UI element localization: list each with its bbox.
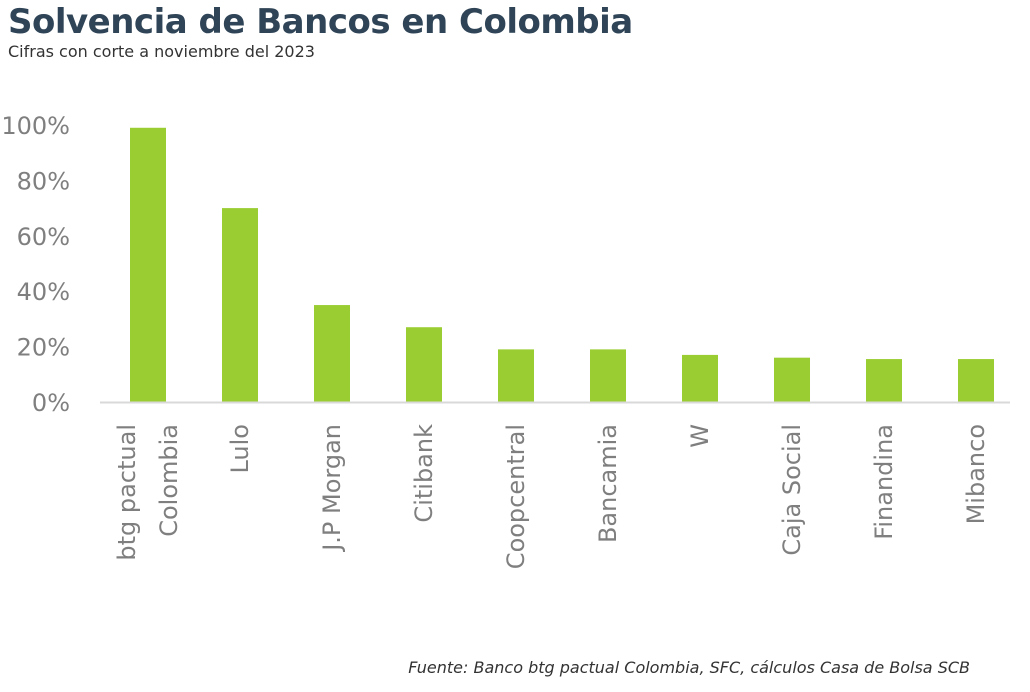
- y-tick-label: 20%: [17, 334, 70, 362]
- y-tick-label: 40%: [17, 278, 70, 306]
- y-tick-label: 0%: [32, 389, 70, 417]
- bar: [866, 359, 902, 402]
- bar: [314, 305, 350, 402]
- y-tick-label: 80%: [17, 167, 70, 195]
- y-tick-label: 100%: [1, 112, 70, 140]
- bar: [958, 359, 994, 402]
- source-note: Fuente: Banco btg pactual Colombia, SFC,…: [408, 658, 970, 677]
- bar: [498, 349, 534, 402]
- bar: [222, 208, 258, 402]
- x-tick-label: Caja Social: [778, 424, 806, 556]
- bar: [774, 357, 810, 402]
- x-axis-labels: btg pactual Colombia Lulo J.P Morgan Citiban…: [113, 424, 990, 569]
- bar: [590, 349, 626, 402]
- x-tick-label: Bancamia: [594, 424, 622, 543]
- x-tick-label: Coopcentral: [502, 424, 530, 569]
- x-tick-label: Finandina: [870, 424, 898, 540]
- x-tick-label: Lulo: [226, 424, 254, 474]
- x-tick-label: Mibanco: [962, 424, 990, 524]
- x-tick-label: Citibank: [410, 424, 438, 523]
- chart-subtitle: Cifras con corte a noviembre del 2023: [8, 42, 315, 61]
- bar: [682, 354, 718, 402]
- x-tick-label: W: [686, 424, 714, 448]
- bar: [406, 327, 442, 402]
- bars: [130, 127, 994, 403]
- x-tick-label: J.P Morgan: [318, 424, 346, 553]
- bar: [130, 127, 166, 403]
- x-tick-label: btg pactual: [113, 424, 141, 561]
- y-axis: 0% 20% 40% 60% 80% 100%: [1, 112, 70, 417]
- y-tick-label: 60%: [17, 223, 70, 251]
- chart-title: Solvencia de Bancos en Colombia: [8, 2, 633, 42]
- x-tick-label: Colombia: [155, 424, 183, 537]
